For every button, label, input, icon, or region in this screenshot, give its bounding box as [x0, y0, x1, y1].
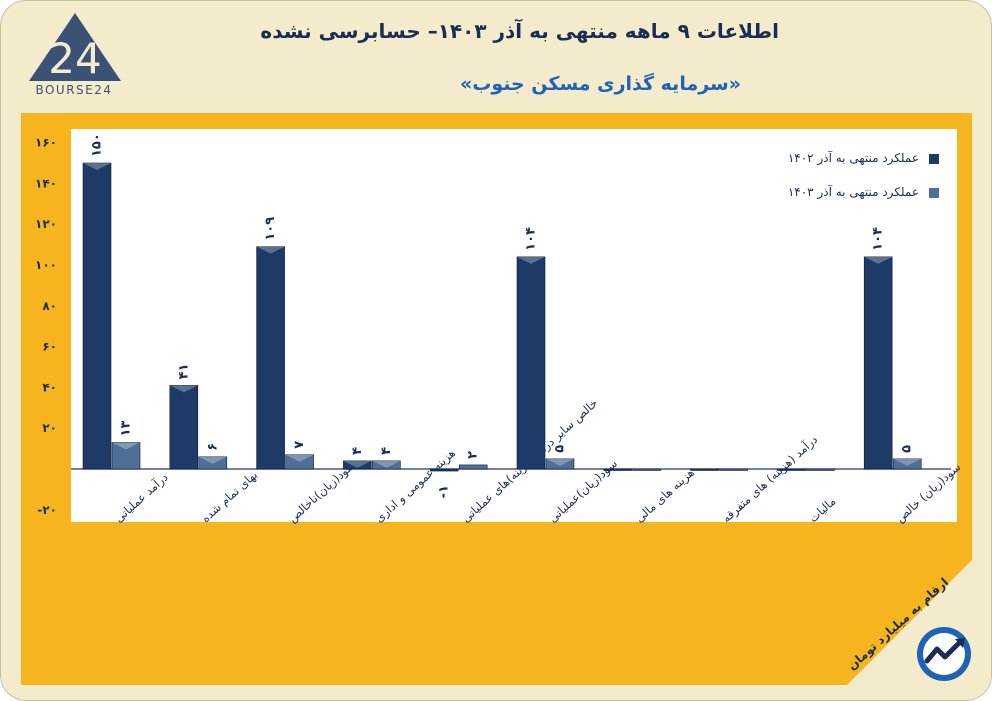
bar-1402: [169, 385, 199, 470]
legend-swatch-1403: [929, 188, 939, 198]
bar-1403: [545, 458, 575, 470]
data-label: ۶: [205, 443, 220, 451]
y-tick-label: ۴۰: [42, 380, 57, 394]
legend-label-1403: عملکرد منتهی به آذر ۱۴۰۳: [787, 185, 919, 199]
data-label: ۷: [292, 441, 307, 449]
legend-swatch-1402: [929, 154, 939, 164]
bar-1402: [429, 468, 459, 472]
bar-1402: [343, 460, 372, 470]
x-category-label: بهای تمام شده: [198, 468, 260, 526]
chart-legend: عملکرد منتهی به آذر ۱۴۰۲ عملکرد منتهی به…: [721, 151, 939, 219]
data-label: ۱۰۴: [524, 227, 539, 251]
bar-bevel: [864, 256, 893, 264]
x-category-label: درآمد عملیاتی: [112, 470, 172, 526]
bar-1402: [690, 468, 719, 471]
bar-1402: [256, 246, 285, 470]
bar-bevel: [517, 256, 545, 264]
bar-1403: [632, 468, 662, 471]
data-label: ۴: [350, 447, 365, 455]
bar-bevel: [285, 454, 314, 462]
bar-1402: [603, 468, 633, 471]
svg-text:24: 24: [48, 34, 101, 83]
bar-1403: [892, 458, 922, 470]
bar-1403: [285, 454, 314, 470]
data-label: ۴۱: [176, 363, 191, 379]
bar-bevel: [198, 456, 227, 464]
legend-item-1402: عملکرد منتهی به آذر ۱۴۰۲: [721, 151, 939, 171]
x-category-label: مالیات: [806, 494, 838, 525]
data-label: ۱۳: [119, 421, 134, 437]
trend-icon: [917, 627, 971, 681]
company-subtitle: «سرمایه گذاری مسکن جنوب»: [459, 73, 741, 95]
x-category-label: هزینه های مالی: [632, 465, 697, 526]
y-tick-label: ۶۰: [42, 340, 57, 354]
page-title: اطلاعات ۹ ماهه منتهی به آذر ۱۴۰۳– حسابرس…: [260, 19, 779, 43]
data-label: ۵: [553, 445, 568, 453]
bar-bevel: [83, 163, 111, 170]
y-tick-label: ۱۲۰: [35, 217, 57, 231]
data-label: ۴: [379, 447, 394, 455]
bar-1402: [82, 162, 112, 470]
bar-1403: [806, 468, 835, 471]
legend-label-1402: عملکرد منتهی به آذر ۱۴۰۲: [787, 151, 919, 165]
data-label: ۱۰۹: [263, 217, 278, 241]
bar-1403: [458, 464, 488, 470]
bar-bevel: [112, 442, 140, 450]
data-label: -۱: [437, 485, 452, 498]
bar-1402: [863, 256, 893, 470]
bar-1402: [777, 468, 806, 471]
bar-bevel: [546, 458, 574, 466]
y-tick-label: ۲۰: [42, 421, 57, 435]
legend-item-1403: عملکرد منتهی به آذر ۱۴۰۳: [721, 185, 939, 205]
y-tick-label: ۸۰: [42, 299, 57, 313]
bar-bevel: [256, 246, 285, 254]
bar-bevel: [343, 460, 372, 468]
bar-1403: [198, 456, 228, 470]
data-label: ۲: [466, 451, 481, 459]
bar-1403: [372, 460, 401, 470]
bourse24-logo: 24: [29, 13, 121, 83]
data-label: ۵: [900, 445, 915, 453]
bar-1403: [719, 468, 748, 471]
y-tick-label: -۲۰: [37, 503, 57, 517]
data-label: ۱۰۴: [871, 227, 886, 251]
bar-1402: [516, 256, 546, 470]
y-tick-label: ۱۰۰: [35, 258, 57, 272]
bar-bevel: [169, 385, 198, 393]
bar-bevel: [893, 458, 922, 466]
bar-1403: [111, 442, 141, 470]
y-tick-label: ۱۶۰: [35, 136, 57, 150]
logo-text: BOURSE24: [35, 83, 113, 97]
x-category-label: درآمد (هزینه) های متفرقه: [719, 432, 821, 526]
data-label: ۱۵۰: [90, 133, 105, 157]
y-tick-label: ۱۴۰: [35, 176, 57, 190]
bar-bevel: [372, 460, 401, 468]
